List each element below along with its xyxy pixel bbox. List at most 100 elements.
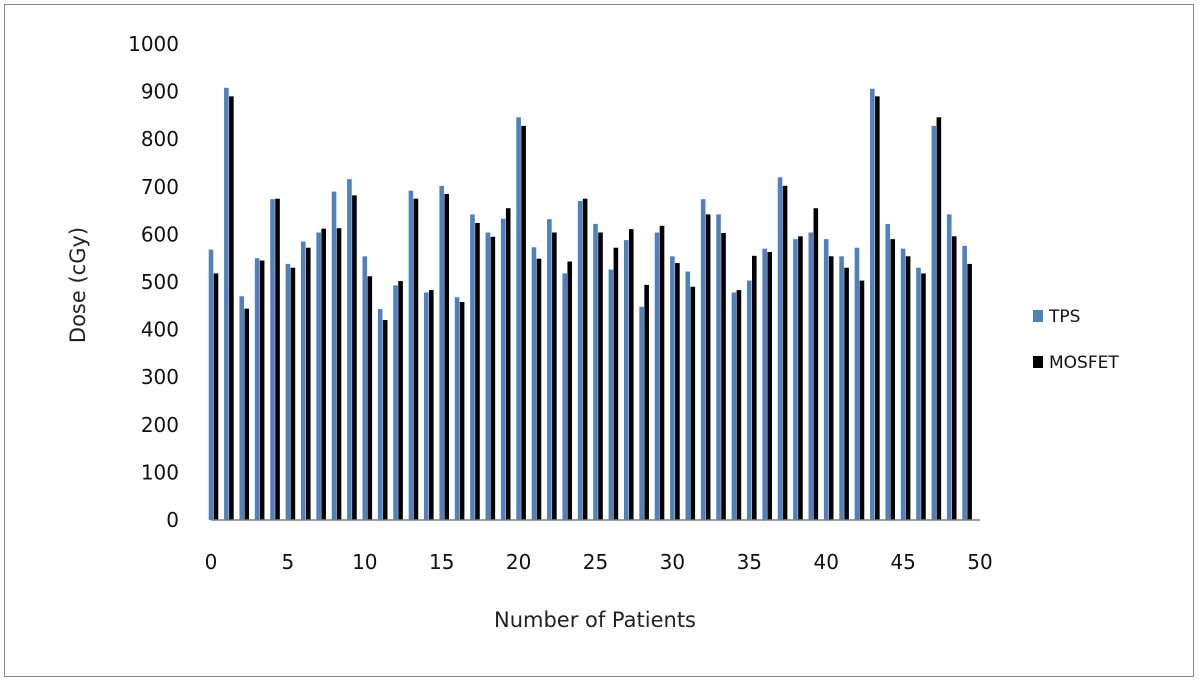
bar-mosfet-43 (875, 96, 880, 521)
bar-mosfet-23 (567, 261, 573, 520)
bar-tps-12 (393, 285, 398, 520)
bar-tps-40 (823, 239, 829, 520)
bar-mosfet-17 (475, 222, 480, 521)
y-tick-label: 900 (141, 80, 179, 104)
bar-tps-36 (762, 248, 767, 520)
bar-tps-13 (408, 190, 414, 521)
bar-mosfet-44 (890, 239, 896, 520)
bar-tps-17 (470, 214, 475, 520)
y-tick-label: 400 (141, 318, 179, 342)
bar-tps-0 (208, 249, 214, 520)
bar-tps-5 (285, 263, 291, 520)
dose-bar-chart: 0 100 200 300 400 500 600 700 800 900 1000 0 5 10 15 2… (66, 32, 1119, 632)
bar-tps-34 (731, 292, 737, 520)
bar-tps-26 (608, 269, 614, 520)
bar-tps-37 (777, 177, 783, 520)
bar-mosfet-28 (644, 284, 649, 520)
bar-mosfet-4 (275, 198, 280, 520)
bar-group (208, 87, 972, 521)
x-tick-label: 5 (282, 550, 295, 574)
legend-label-tps: TPS (1048, 307, 1080, 327)
bar-mosfet-14 (429, 290, 434, 520)
bar-tps-43 (870, 88, 875, 521)
bar-tps-27 (623, 240, 629, 521)
x-tick-label: 0 (205, 550, 218, 574)
bar-tps-8 (331, 191, 337, 520)
x-tick-labels: 0 5 10 15 20 25 30 35 40 45 50 (205, 550, 993, 574)
y-tick-label: 600 (141, 222, 179, 246)
bar-tps-49 (962, 245, 967, 520)
bar-tps-21 (531, 247, 537, 520)
bar-mosfet-20 (521, 125, 526, 521)
bar-mosfet-41 (844, 267, 849, 520)
bar-mosfet-24 (582, 198, 588, 520)
bar-tps-46 (916, 267, 921, 520)
bar-tps-11 (377, 309, 383, 520)
bar-tps-20 (516, 117, 521, 521)
bar-tps-39 (808, 232, 814, 520)
x-axis-title: Number of Patients (494, 608, 696, 632)
bar-tps-24 (577, 201, 583, 520)
bar-tps-4 (270, 199, 275, 520)
bar-mosfet-7 (321, 228, 326, 520)
x-tick-label: 45 (890, 550, 915, 574)
bar-mosfet-15 (444, 193, 449, 520)
x-tick-label: 25 (583, 550, 608, 574)
bar-tps-38 (793, 239, 798, 520)
bar-tps-28 (639, 306, 644, 520)
y-tick-label: 700 (141, 175, 179, 199)
bar-tps-29 (654, 232, 660, 520)
bar-mosfet-39 (813, 208, 819, 520)
bar-mosfet-31 (690, 286, 696, 520)
bar-mosfet-18 (490, 236, 496, 520)
bar-tps-14 (424, 292, 429, 520)
x-tick-label: 40 (813, 550, 838, 574)
y-tick-label: 500 (141, 270, 179, 294)
y-tick-label: 0 (166, 508, 179, 532)
x-tick-label: 30 (660, 550, 685, 574)
bar-tps-23 (562, 273, 568, 520)
bar-tps-10 (362, 256, 368, 520)
bar-mosfet-33 (721, 232, 726, 520)
bar-mosfet-49 (967, 263, 972, 520)
y-tick-label: 1000 (128, 32, 179, 56)
bar-mosfet-25 (598, 232, 603, 520)
bar-mosfet-37 (782, 185, 788, 520)
bar-mosfet-8 (336, 228, 342, 520)
bar-mosfet-16 (459, 301, 465, 520)
bar-mosfet-42 (859, 280, 865, 520)
bar-mosfet-3 (259, 260, 265, 520)
bar-tps-44 (885, 223, 891, 520)
y-tick-label: 800 (141, 127, 179, 151)
x-tick-label: 50 (967, 550, 992, 574)
bar-mosfet-19 (505, 208, 511, 520)
bar-mosfet-21 (536, 258, 542, 520)
y-tick-label: 200 (141, 413, 179, 437)
bar-mosfet-35 (752, 255, 757, 520)
bar-tps-30 (670, 256, 675, 520)
bar-tps-18 (485, 232, 491, 520)
bar-mosfet-38 (798, 236, 803, 521)
bar-tps-42 (854, 247, 860, 521)
bar-tps-1 (224, 87, 229, 520)
bar-tps-45 (900, 248, 906, 520)
bar-tps-2 (239, 296, 245, 520)
bar-tps-16 (454, 297, 460, 520)
x-tick-label: 15 (429, 550, 454, 574)
bar-mosfet-34 (736, 290, 742, 520)
bar-mosfet-27 (628, 229, 634, 520)
bar-tps-47 (931, 125, 937, 521)
chart-frame: 0 100 200 300 400 500 600 700 800 900 1000 0 5 10 15 2… (4, 4, 1194, 677)
bar-tps-25 (593, 223, 598, 520)
bar-tps-41 (839, 256, 844, 520)
x-tick-label: 20 (506, 550, 531, 574)
bar-mosfet-6 (305, 247, 311, 521)
legend-swatch-tps (1033, 310, 1043, 322)
bar-mosfet-30 (675, 262, 680, 520)
bar-mosfet-10 (367, 276, 373, 520)
bar-mosfet-26 (613, 247, 619, 521)
legend-label-mosfet: MOSFET (1049, 353, 1119, 373)
bar-mosfet-12 (398, 281, 403, 520)
bar-mosfet-11 (382, 320, 388, 520)
bar-mosfet-2 (244, 308, 250, 520)
